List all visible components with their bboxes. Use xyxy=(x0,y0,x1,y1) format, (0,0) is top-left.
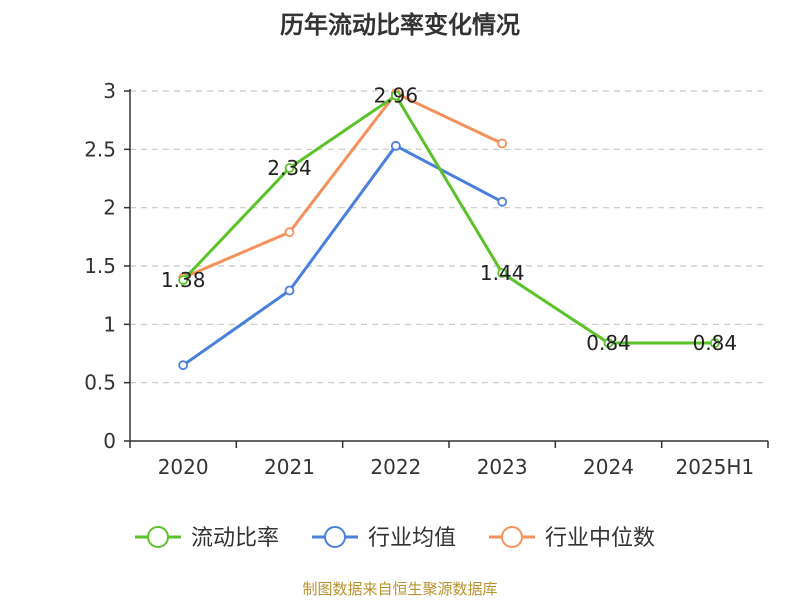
axes: 0 0.5 1 1.5 2 2.5 3 2020 2021 2022 2023 2024 2025H1 xyxy=(84,79,769,479)
legend-item-0[interactable]: 流动比率 xyxy=(135,526,279,551)
legend-marker xyxy=(501,526,523,548)
x-tick-label: 2021 xyxy=(264,455,315,479)
data-point xyxy=(284,163,295,173)
data-point xyxy=(284,227,295,238)
series-line-0 xyxy=(182,94,715,345)
legend[interactable]: 流动比率 行业均值 行业中位数 xyxy=(135,526,655,551)
y-tick-label: 1 xyxy=(103,312,116,336)
legend-label: 行业中位数 xyxy=(545,526,655,551)
chart-title: 历年流动比率变化情况 xyxy=(280,11,520,39)
y-tick-label: 2.5 xyxy=(84,137,116,161)
x-tick-label: 2025H1 xyxy=(675,455,754,479)
y-tick-label: 0 xyxy=(103,429,116,453)
y-tick-label: 0.5 xyxy=(84,371,116,395)
series-line-1 xyxy=(182,144,503,367)
x-tick-label: 2020 xyxy=(158,455,209,479)
y-tick-label: 3 xyxy=(103,79,116,103)
y-tick-label: 2 xyxy=(103,196,116,220)
data-point xyxy=(390,140,401,151)
data-label: 2.34 xyxy=(267,156,312,180)
series-layer xyxy=(178,88,720,371)
y-tick-label: 1.5 xyxy=(84,254,116,278)
series-line-2 xyxy=(182,91,503,280)
data-point xyxy=(284,285,295,296)
grid-lines xyxy=(130,90,768,384)
x-tick-label: 2022 xyxy=(370,455,421,479)
data-label: 0.84 xyxy=(586,331,631,355)
legend-item-2[interactable]: 行业中位数 xyxy=(489,526,655,551)
data-point xyxy=(178,275,189,285)
legend-label: 行业均值 xyxy=(368,526,456,551)
source-note: 制图数据来自恒生聚源数据库 xyxy=(302,580,497,598)
legend-label: 流动比率 xyxy=(191,526,279,551)
data-label: 2.96 xyxy=(374,84,419,108)
data-labels: 1.38 2.34 2.96 1.44 0.84 0.84 xyxy=(161,84,737,355)
data-label: 1.44 xyxy=(480,261,525,285)
legend-marker xyxy=(324,526,346,548)
legend-item-1[interactable]: 行业均值 xyxy=(312,526,456,551)
data-label: 0.84 xyxy=(693,331,738,355)
data-point xyxy=(497,268,508,278)
data-point xyxy=(497,196,508,207)
data-point xyxy=(603,338,614,348)
data-point xyxy=(390,90,401,101)
x-tick-label: 2024 xyxy=(583,455,634,479)
data-point xyxy=(178,360,189,371)
data-point xyxy=(709,338,720,348)
legend-marker xyxy=(147,526,169,548)
data-point xyxy=(497,138,508,149)
data-label: 1.38 xyxy=(161,268,206,292)
x-tick-label: 2023 xyxy=(477,455,528,479)
